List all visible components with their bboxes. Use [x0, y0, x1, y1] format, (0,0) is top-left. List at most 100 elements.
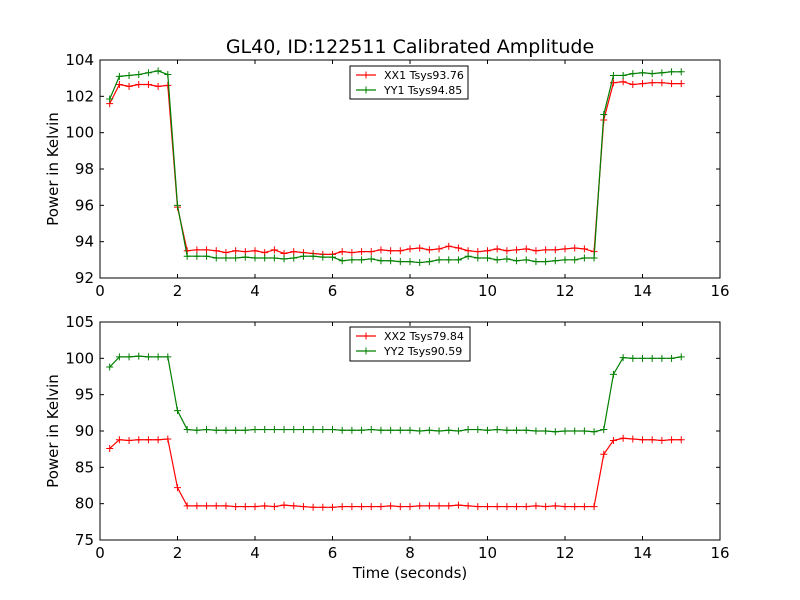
data-point: [454, 244, 462, 252]
y-tick-label: 104: [65, 51, 94, 69]
data-point: [503, 255, 511, 263]
legend-label: YY2 Tsys90.59: [383, 345, 462, 358]
data-point: [551, 246, 559, 254]
data-point: [493, 426, 501, 434]
data-point: [203, 246, 211, 254]
data-point: [464, 502, 472, 510]
y-tick-label: 100: [65, 124, 94, 142]
data-point: [203, 252, 211, 260]
data-point: [629, 81, 637, 89]
legend-label: YY1 Tsys94.85: [383, 84, 462, 97]
data-point: [658, 354, 666, 362]
data-point: [619, 71, 627, 79]
data-point: [299, 503, 307, 511]
data-point: [270, 503, 278, 511]
data-point: [135, 81, 143, 89]
y-tick-label: 96: [75, 196, 94, 214]
data-point: [425, 258, 433, 266]
data-point: [677, 80, 685, 88]
data-point: [493, 245, 501, 253]
data-point: [416, 427, 424, 435]
data-point: [580, 254, 588, 262]
data-point: [503, 503, 511, 511]
data-point: [251, 426, 259, 434]
data-point: [542, 503, 550, 511]
data-point: [290, 426, 298, 434]
data-point: [125, 436, 133, 444]
data-point: [648, 436, 656, 444]
data-point: [677, 353, 685, 361]
data-point: [464, 252, 472, 260]
data-point: [571, 256, 579, 264]
x-tick-label: 4: [250, 544, 260, 562]
data-point: [203, 426, 211, 434]
data-point: [435, 256, 443, 264]
data-point: [590, 503, 598, 511]
data-point: [542, 427, 550, 435]
data-point: [241, 253, 249, 261]
x-tick-label: 8: [405, 544, 415, 562]
data-point: [532, 258, 540, 266]
data-point: [561, 245, 569, 253]
data-point: [551, 502, 559, 510]
data-point: [668, 354, 676, 362]
data-point: [270, 246, 278, 254]
data-point: [387, 247, 395, 255]
data-point: [561, 256, 569, 264]
data-point: [222, 254, 230, 262]
data-point: [445, 426, 453, 434]
y-tick-label: 100: [65, 349, 94, 367]
data-point: [367, 503, 375, 511]
data-point: [484, 426, 491, 434]
data-point: [522, 426, 530, 434]
data-point: [358, 426, 366, 434]
y-tick-label: 90: [75, 422, 94, 440]
data-point: [639, 80, 646, 88]
data-point: [338, 503, 346, 511]
data-point: [406, 503, 414, 511]
data-point: [658, 69, 666, 77]
y-tick-label: 92: [75, 269, 94, 287]
data-point: [115, 436, 123, 444]
data-point: [551, 428, 559, 436]
data-point: [513, 246, 521, 254]
x-tick-label: 12: [555, 544, 574, 562]
data-point: [658, 79, 666, 87]
data-point: [542, 246, 550, 254]
data-point: [241, 503, 249, 511]
data-point: [144, 81, 152, 89]
data-point: [396, 258, 404, 266]
legend-marker: [362, 86, 370, 94]
data-point: [164, 435, 172, 443]
y-tick-label: 85: [75, 458, 94, 476]
data-point: [464, 426, 472, 434]
data-point: [280, 501, 288, 509]
data-point: [319, 426, 327, 434]
data-point: [406, 245, 414, 253]
data-point: [571, 427, 579, 435]
data-point: [454, 501, 462, 509]
data-point: [106, 444, 114, 452]
data-point: [183, 502, 191, 510]
bottom-panel: 0 2 4 6 8 10 12 14 16 75 80 85 90 95 100 105 Power in Ke…: [44, 313, 730, 562]
data-point: [571, 503, 579, 511]
data-point: [348, 503, 356, 511]
data-point: [270, 426, 278, 434]
x-tick-label: 2: [173, 282, 183, 300]
data-point: [212, 254, 220, 262]
data-point: [484, 247, 491, 255]
data-point: [474, 503, 482, 511]
data-point: [193, 252, 201, 260]
data-point: [580, 503, 588, 511]
data-point: [377, 257, 385, 265]
data-point: [416, 244, 424, 252]
data-point: [358, 256, 366, 264]
data-point: [222, 426, 230, 434]
data-point: [639, 354, 646, 362]
x-tick-label: 12: [555, 282, 574, 300]
data-point: [193, 246, 201, 254]
data-point: [600, 111, 608, 118]
x-tick-label: 14: [633, 282, 652, 300]
